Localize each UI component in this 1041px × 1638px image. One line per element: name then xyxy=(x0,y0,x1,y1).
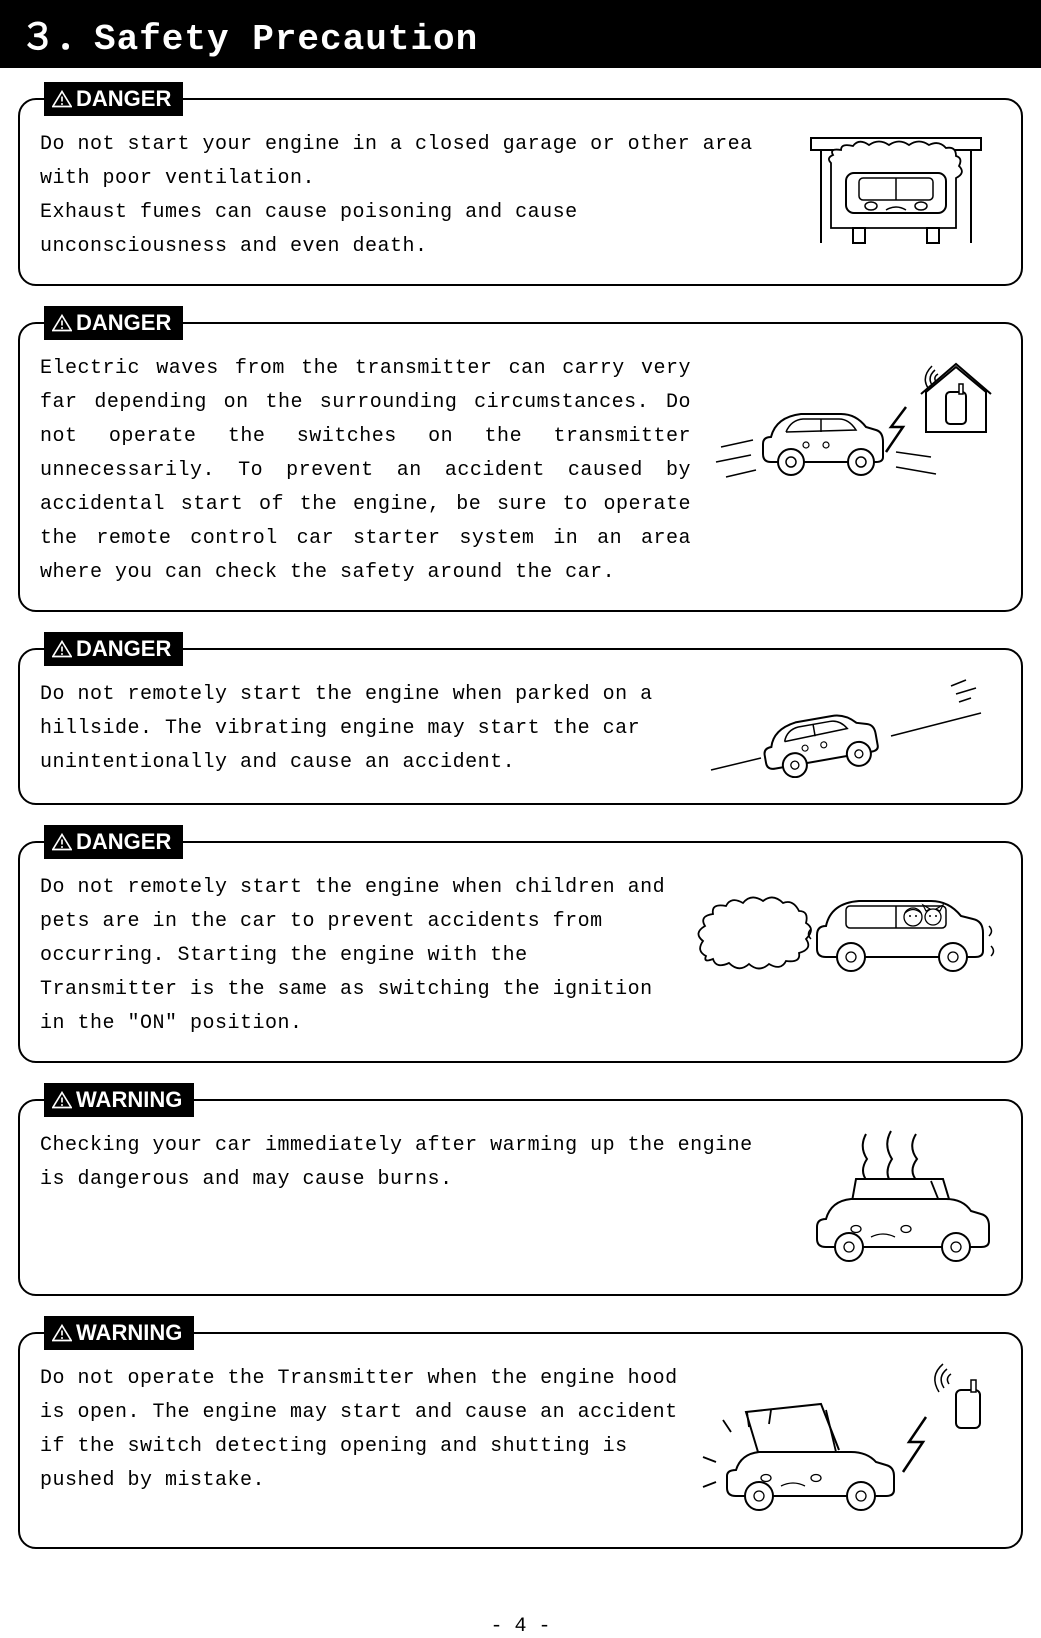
callout-danger-1: DANGER Do not start your engine in a clo… xyxy=(18,98,1023,286)
callout-text: Do not remotely start the engine when pa… xyxy=(40,678,681,780)
danger-label: DANGER xyxy=(76,636,171,662)
callout-text: Checking your car immediately after warm… xyxy=(40,1129,771,1197)
car-in-garage-icon xyxy=(791,128,1001,253)
callout-warning-1: WARNING Checking your car immediately af… xyxy=(18,1099,1023,1296)
warning-triangle-icon xyxy=(52,640,72,658)
callout-danger-3: DANGER Do not remotely start the engine … xyxy=(18,648,1023,805)
warning-triangle-icon xyxy=(52,314,72,332)
callout-text: Do not operate the Transmitter when the … xyxy=(40,1362,681,1498)
warning-triangle-icon xyxy=(52,90,72,108)
section-header: ３．Safety Precaution xyxy=(0,0,1041,68)
callout-label: WARNING xyxy=(44,1083,194,1117)
callout-label: WARNING xyxy=(44,1316,194,1350)
callout-label: DANGER xyxy=(44,82,183,116)
callout-text: Do not remotely start the engine when ch… xyxy=(40,871,671,1041)
callout-danger-4: DANGER Do not remotely start the engine … xyxy=(18,841,1023,1063)
car-hot-engine-icon xyxy=(791,1129,1001,1274)
content-area: DANGER Do not start your engine in a clo… xyxy=(0,68,1041,1595)
warning-triangle-icon xyxy=(52,1091,72,1109)
callout-label: DANGER xyxy=(44,825,183,859)
section-title: ３．Safety Precaution xyxy=(20,19,478,60)
car-hood-open-remote-icon xyxy=(701,1362,1001,1527)
callout-warning-2: WARNING Do not operate the Transmitter w… xyxy=(18,1332,1023,1549)
danger-label: DANGER xyxy=(76,310,171,336)
warning-triangle-icon xyxy=(52,833,72,851)
callout-text: Electric waves from the transmitter can … xyxy=(40,352,691,590)
page-number: - 4 - xyxy=(0,1615,1041,1638)
car-children-pets-icon xyxy=(691,871,1001,996)
callout-label: DANGER xyxy=(44,632,183,666)
callout-text: Do not start your engine in a closed gar… xyxy=(40,128,771,264)
warning-label: WARNING xyxy=(76,1087,182,1113)
callout-danger-2: DANGER Electric waves from the transmitt… xyxy=(18,322,1023,612)
danger-label: DANGER xyxy=(76,829,171,855)
warning-triangle-icon xyxy=(52,1324,72,1342)
car-on-hill-icon xyxy=(701,678,1001,783)
warning-label: WARNING xyxy=(76,1320,182,1346)
car-remote-house-icon xyxy=(711,352,1001,507)
danger-label: DANGER xyxy=(76,86,171,112)
callout-label: DANGER xyxy=(44,306,183,340)
